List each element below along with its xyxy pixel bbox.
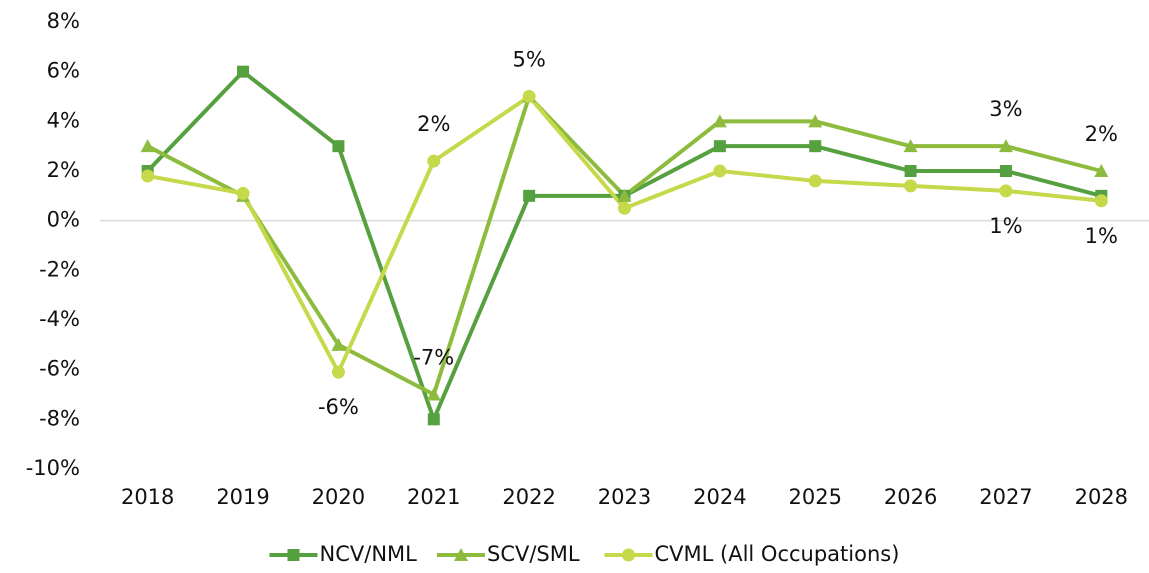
- x-tick-label: 2024: [693, 485, 746, 509]
- marker: [904, 179, 918, 193]
- data-label: -7%: [413, 346, 454, 370]
- x-tick-label: 2027: [979, 485, 1032, 509]
- marker: [712, 114, 727, 128]
- data-label: 3%: [989, 97, 1022, 121]
- x-tick-label: 2019: [216, 485, 269, 509]
- marker: [618, 201, 631, 215]
- marker: [454, 548, 468, 561]
- legend-label: SCV/SML: [487, 542, 580, 566]
- x-tick-label: 2023: [598, 485, 651, 509]
- x-tick-label: 2021: [407, 485, 460, 509]
- y-tick-label: 4%: [47, 108, 80, 132]
- marker: [141, 169, 155, 183]
- series-line: [146, 69, 1102, 422]
- data-label: 2%: [1085, 122, 1118, 146]
- legend-label: CVML (All Occupations): [655, 542, 900, 566]
- x-tick-label: 2028: [1075, 485, 1128, 509]
- data-label: 5%: [512, 48, 545, 72]
- marker: [904, 165, 917, 177]
- x-tick-label: 2025: [789, 485, 842, 509]
- marker: [808, 174, 822, 188]
- marker: [999, 184, 1013, 198]
- marker: [999, 165, 1012, 177]
- y-tick-label: -6%: [39, 357, 80, 381]
- marker: [622, 548, 635, 562]
- x-tick-label: 2022: [502, 485, 555, 509]
- data-label: 1%: [1085, 224, 1118, 248]
- marker: [1094, 194, 1108, 208]
- series-line: [146, 94, 1102, 397]
- y-tick-label: 2%: [47, 158, 80, 182]
- legend-label: NCV/NML: [320, 542, 418, 566]
- marker: [713, 140, 726, 153]
- marker: [523, 189, 536, 202]
- legend-item: CVML (All Occupations): [604, 542, 900, 566]
- marker: [903, 139, 918, 153]
- marker: [713, 164, 727, 178]
- y-tick-label: -8%: [39, 406, 80, 430]
- marker: [236, 186, 250, 200]
- x-tick-label: 2026: [884, 485, 937, 509]
- marker: [522, 90, 536, 103]
- marker: [427, 413, 440, 426]
- marker: [617, 188, 632, 202]
- marker: [1094, 164, 1109, 177]
- data-label: 1%: [989, 214, 1022, 238]
- legend-item: SCV/SML: [437, 542, 580, 566]
- marker: [237, 65, 250, 78]
- marker: [808, 114, 823, 128]
- marker: [809, 140, 822, 153]
- y-tick-label: -2%: [39, 257, 80, 281]
- y-tick-label: -10%: [26, 456, 80, 480]
- marker: [332, 140, 345, 153]
- legend-item: NCV/NML: [269, 542, 418, 566]
- series-line: [147, 94, 1102, 375]
- y-tick-label: 6%: [47, 59, 80, 83]
- y-tick-label: 8%: [47, 9, 80, 33]
- data-label: 2%: [417, 112, 450, 136]
- data-label: -6%: [318, 395, 359, 419]
- marker: [140, 139, 155, 153]
- marker: [998, 139, 1013, 153]
- x-tick-label: 2020: [312, 485, 365, 509]
- y-tick-label: 0%: [47, 208, 80, 232]
- marker: [287, 549, 300, 561]
- x-tick-label: 2018: [121, 485, 174, 509]
- marker: [427, 154, 441, 168]
- marker: [426, 387, 441, 401]
- marker: [331, 337, 346, 351]
- y-tick-label: -4%: [39, 307, 80, 331]
- marker: [331, 365, 345, 379]
